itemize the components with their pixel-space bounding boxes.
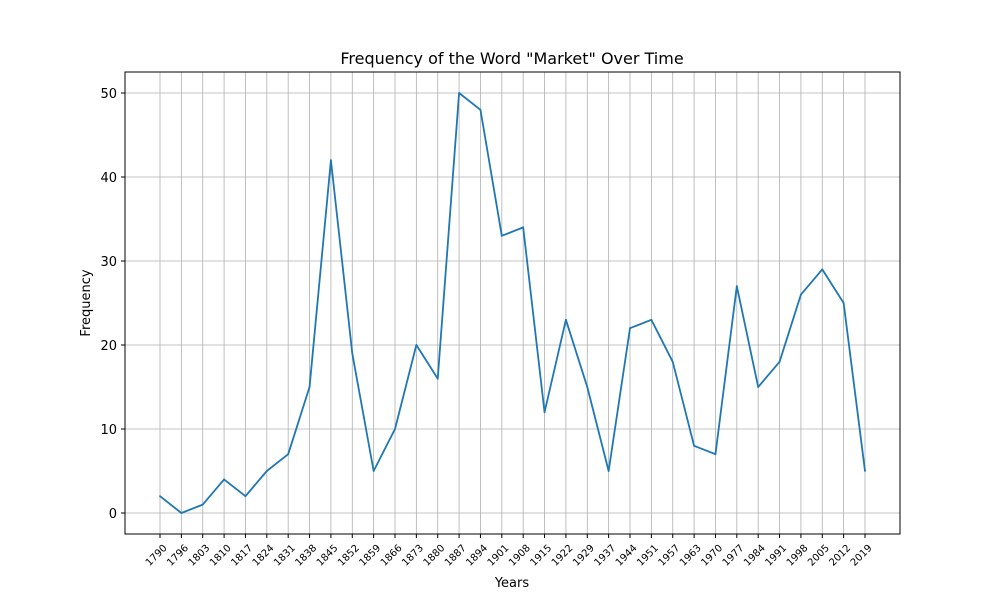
x-tick-label: 2012 xyxy=(828,543,854,569)
series-layer xyxy=(159,92,866,514)
x-tick-label: 1824 xyxy=(251,543,277,569)
data-point xyxy=(522,226,525,229)
y-tick-label: 10 xyxy=(100,423,117,438)
y-tick-label: 50 xyxy=(100,87,117,102)
data-point xyxy=(287,453,290,456)
data-point xyxy=(330,159,332,162)
data-point xyxy=(543,411,546,414)
data-point xyxy=(757,386,760,388)
data-point xyxy=(650,318,653,321)
x-tick-label: 1998 xyxy=(785,543,811,569)
x-axis-label: Years xyxy=(494,576,530,591)
data-point xyxy=(458,92,460,94)
data-point xyxy=(714,453,717,456)
x-tick-label: 1845 xyxy=(315,543,341,569)
x-tick-label: 1796 xyxy=(165,543,191,569)
x-tick-label: 1970 xyxy=(699,543,725,569)
x-tick-label: 1810 xyxy=(208,543,234,569)
x-tick-label: 1915 xyxy=(528,543,554,569)
data-point xyxy=(436,377,439,380)
data-point xyxy=(159,495,161,498)
data-point xyxy=(351,352,354,355)
data-point xyxy=(800,293,802,296)
x-tick-label: 1887 xyxy=(443,543,469,569)
x-tick-label: 1937 xyxy=(593,543,619,569)
data-point xyxy=(372,470,375,472)
chart-title: Frequency of the Word "Market" Over Time xyxy=(340,49,683,68)
x-tick-label: 1922 xyxy=(550,543,576,569)
x-tick-label: 1901 xyxy=(486,543,512,569)
y-tick-label: 20 xyxy=(100,339,117,354)
x-tick-label: 1817 xyxy=(229,543,255,569)
data-point xyxy=(629,327,631,330)
data-point xyxy=(500,234,503,237)
x-axis: 1790179618031810181718241831183818451852… xyxy=(144,534,875,569)
grid-lines xyxy=(125,72,900,534)
x-tick-label: 1908 xyxy=(507,543,533,569)
data-point xyxy=(201,503,204,506)
data-point xyxy=(693,444,695,447)
x-tick-label: 1984 xyxy=(742,543,768,569)
x-tick-label: 1991 xyxy=(763,543,789,569)
x-tick-label: 1866 xyxy=(379,543,405,569)
data-point xyxy=(607,470,610,472)
data-point xyxy=(821,268,824,271)
y-axis: 0 10 20 30 40 50 xyxy=(100,87,125,522)
plot-frame xyxy=(124,71,901,535)
data-point xyxy=(586,386,589,388)
x-tick-label: 1894 xyxy=(464,543,490,569)
x-tick-label: 1838 xyxy=(293,543,319,569)
x-tick-label: 1803 xyxy=(187,543,213,569)
data-point xyxy=(223,478,225,481)
data-point xyxy=(479,108,482,111)
x-tick-label: 1831 xyxy=(272,543,298,569)
series-line xyxy=(159,92,866,514)
data-point xyxy=(265,470,268,472)
x-tick-label: 1852 xyxy=(336,543,362,569)
data-point xyxy=(180,512,183,514)
x-tick-label: 2005 xyxy=(806,543,832,569)
data-point xyxy=(778,360,781,363)
y-tick-label: 30 xyxy=(100,255,117,270)
y-tick-label: 40 xyxy=(100,171,117,186)
data-point xyxy=(842,302,845,304)
x-tick-label: 1963 xyxy=(678,543,704,569)
y-tick-label: 0 xyxy=(109,507,117,522)
x-tick-label: 1873 xyxy=(400,543,426,569)
data-point xyxy=(565,318,567,321)
y-axis-label: Frequency xyxy=(79,269,94,336)
data-point xyxy=(415,344,418,346)
data-point xyxy=(244,495,247,498)
data-point xyxy=(864,470,866,472)
x-tick-label: 1951 xyxy=(635,543,661,569)
data-point xyxy=(394,428,396,430)
x-tick-label: 1977 xyxy=(721,543,747,569)
x-tick-label: 2019 xyxy=(849,543,875,569)
x-tick-label: 1944 xyxy=(614,543,640,569)
x-tick-label: 1957 xyxy=(657,543,683,569)
x-tick-label: 1880 xyxy=(422,543,448,569)
x-tick-label: 1859 xyxy=(358,543,384,569)
data-point xyxy=(308,386,311,388)
x-tick-label: 1929 xyxy=(571,543,597,569)
data-point xyxy=(671,360,674,363)
data-point xyxy=(735,285,738,288)
x-tick-label: 1790 xyxy=(144,543,170,569)
